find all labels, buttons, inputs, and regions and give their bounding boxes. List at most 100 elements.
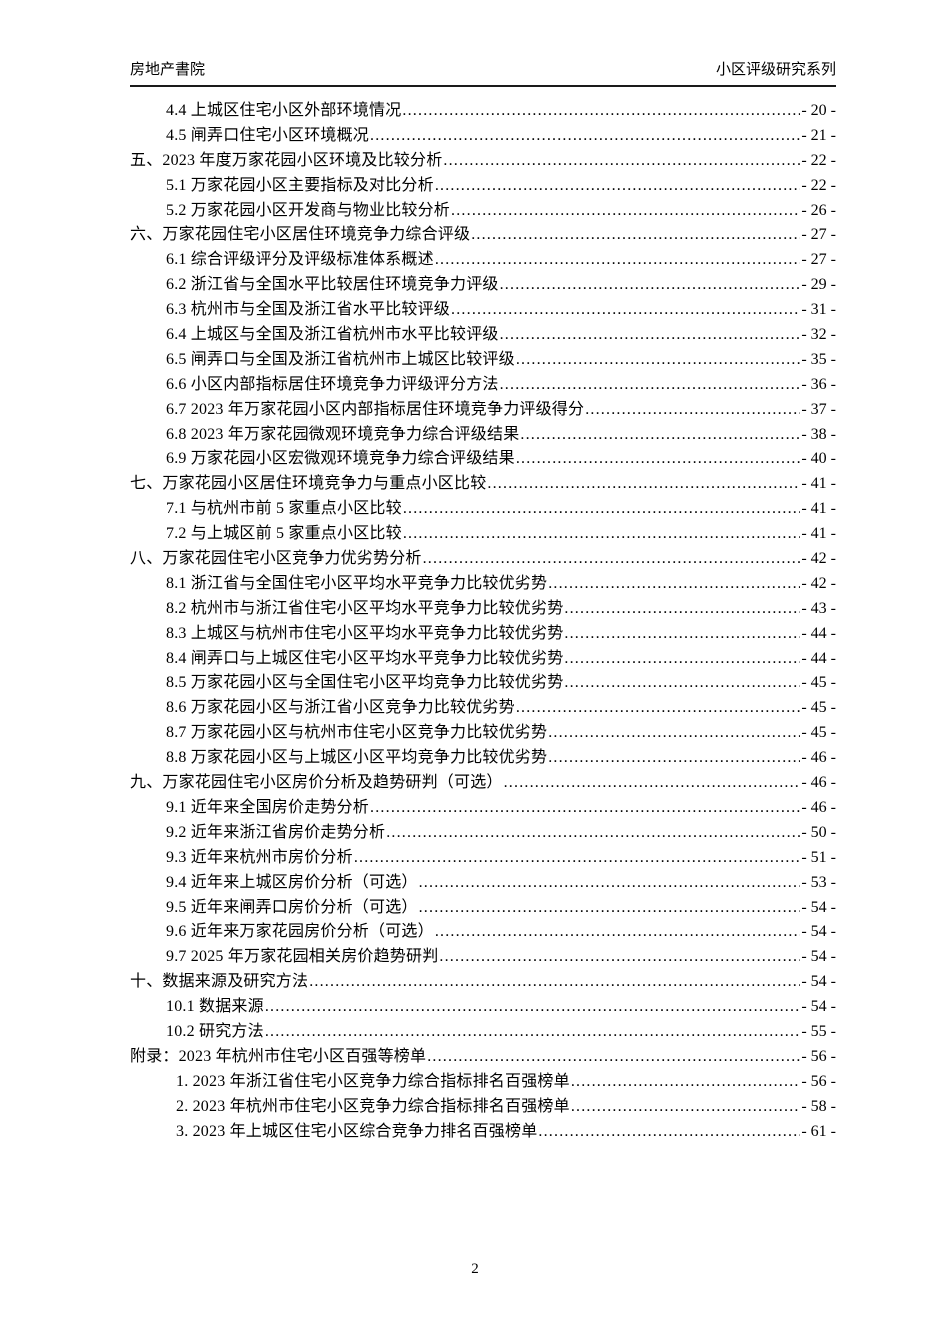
toc-leader-dots [564, 647, 800, 672]
toc-entry: 6.3 杭州市与全国及浙江省水平比较评级 - 31 - [130, 298, 836, 323]
toc-leader-dots [548, 572, 800, 597]
toc-entry-page: - 38 - [801, 425, 836, 443]
toc-entry: 十、数据来源及研究方法 - 54 - [130, 970, 836, 995]
toc-entry: 6.2 浙江省与全国水平比较居住环境竞争力评级 - 29 - [130, 273, 836, 298]
toc-leader-dots [386, 821, 800, 846]
toc-entry-page: - 45 - [801, 674, 836, 692]
toc-leader-dots [354, 846, 801, 871]
toc-leader-dots [516, 447, 801, 472]
toc-entry: 9.1 近年来全国房价走势分析 - 46 - [130, 796, 836, 821]
toc-entry-page: - 45 - [801, 724, 836, 742]
toc-entry-label: 6.4 上城区与全国及浙江省杭州市水平比较评级 [166, 326, 499, 344]
toc-entry: 9.4 近年来上城区房价分析（可选） - 53 - [130, 871, 836, 896]
toc-leader-dots [451, 298, 800, 323]
toc-entry-label: 6.7 2023 年万家花园小区内部指标居住环境竞争力评级得分 [166, 400, 585, 418]
toc-entry-label: 九、万家花园住宅小区房价分析及趋势研判（可选） [130, 774, 503, 792]
toc-entry: 9.2 近年来浙江省房价走势分析 - 50 - [130, 821, 836, 846]
toc-leader-dots [435, 248, 801, 273]
toc-leader-dots [548, 746, 800, 771]
toc-entry: 4.4 上城区住宅小区外部环境情况 - 20 - [130, 99, 836, 124]
toc-entry-label: 十、数据来源及研究方法 [130, 973, 309, 991]
toc-entry-page: - 54 - [801, 898, 836, 916]
toc-leader-dots [500, 273, 801, 298]
toc-entry: 6.6 小区内部指标居住环境竞争力评级评分方法 - 36 - [130, 373, 836, 398]
toc-entry: 5.1 万家花园小区主要指标及对比分析 - 22 - [130, 174, 836, 199]
toc-entry: 8.1 浙江省与全国住宅小区平均水平竞争力比较优劣势 - 42 - [130, 572, 836, 597]
table-of-contents: 4.4 上城区住宅小区外部环境情况 - 20 - 4.5 闸弄口住宅小区环境概况 - … [130, 99, 836, 1144]
toc-entry: 8.4 闸弄口与上城区住宅小区平均水平竞争力比较优劣势 - 44 - [130, 647, 836, 672]
toc-entry-label: 10.1 数据来源 [166, 998, 264, 1016]
toc-entry: 10.1 数据来源 - 54 - [130, 995, 836, 1020]
toc-entry-label: 4.4 上城区住宅小区外部环境情况 [166, 102, 402, 119]
toc-entry-page: - 32 - [801, 326, 836, 344]
toc-leader-dots [504, 771, 801, 796]
toc-entry: 5.2 万家花园小区开发商与物业比较分析 - 26 - [130, 199, 836, 224]
toc-entry-page: - 54 - [801, 948, 836, 966]
toc-entry-page: - 37 - [801, 400, 836, 418]
toc-entry-label: 6.6 小区内部指标居住环境竞争力评级评分方法 [166, 375, 499, 393]
toc-entry-page: - 54 - [801, 923, 836, 941]
toc-leader-dots [419, 871, 801, 896]
toc-entry-page: - 58 - [801, 1097, 836, 1115]
toc-entry: 7.1 与杭州市前 5 家重点小区比较 - 41 - [130, 497, 836, 522]
toc-entry-label: 8.6 万家花园小区与浙江省小区竞争力比较优劣势 [166, 699, 515, 717]
page-content: 房地产書院 小区评级研究系列 4.4 上城区住宅小区外部环境情况- 20 -4.… [0, 0, 950, 1144]
toc-leader-dots [451, 199, 800, 224]
toc-entry-label: 8.1 浙江省与全国住宅小区平均水平竞争力比较优劣势 [166, 574, 548, 592]
toc-entry-page: - 45 - [801, 699, 836, 717]
toc-leader-dots [500, 323, 801, 348]
toc-entry-label: 9.7 2025 年万家花园相关房价趋势研判 [166, 948, 439, 966]
toc-entry-page: - 44 - [801, 649, 836, 667]
toc-entry: 10.2 研究方法 - 55 - [130, 1020, 836, 1045]
toc-entry-page: - 27 - [801, 226, 836, 244]
toc-leader-dots [548, 721, 800, 746]
toc-leader-dots [520, 423, 800, 448]
toc-entry-label: 八、万家花园住宅小区竞争力优劣势分析 [130, 550, 422, 568]
page-footer: 2 [0, 1261, 950, 1278]
toc-entry-page: - 42 - [801, 574, 836, 592]
toc-leader-dots [265, 1020, 801, 1045]
toc-entry-page: - 27 - [801, 251, 836, 269]
toc-entry: 3. 2023 年上城区住宅小区综合竞争力排名百强榜单 - 61 - [130, 1120, 836, 1145]
toc-entry: 六、万家花园住宅小区居住环境竞争力综合评级 - 27 - [130, 223, 836, 248]
toc-entry-label: 六、万家花园住宅小区居住环境竞争力综合评级 [130, 226, 471, 244]
toc-entry-page: - 61 - [801, 1122, 836, 1140]
toc-entry-page: - 54 - [801, 998, 836, 1016]
toc-leader-dots [370, 796, 800, 821]
toc-entry: 6.5 闸弄口与全国及浙江省杭州市上城区比较评级 - 35 - [130, 348, 836, 373]
toc-entry: 8.8 万家花园小区与上城区小区平均竞争力比较优劣势 - 46 - [130, 746, 836, 771]
toc-entry-label: 7.2 与上城区前 5 家重点小区比较 [166, 525, 402, 543]
toc-leader-dots [423, 547, 801, 572]
toc-entry-page: - 51 - [801, 848, 836, 866]
toc-entry-label: 8.5 万家花园小区与全国住宅小区平均竞争力比较优劣势 [166, 674, 564, 692]
toc-entry-label: 9.4 近年来上城区房价分析（可选） [166, 873, 418, 891]
toc-entry-label: 9.1 近年来全国房价走势分析 [166, 798, 370, 816]
toc-leader-dots [516, 348, 801, 373]
toc-entry-page: - 53 - [801, 873, 836, 891]
toc-entry-label: 9.6 近年来万家花园房价分析（可选） [166, 923, 434, 941]
toc-entry-page: - 26 - [801, 201, 836, 219]
toc-entry-page: - 22 - [801, 151, 836, 169]
toc-leader-dots [309, 970, 800, 995]
toc-leader-dots [439, 945, 800, 970]
toc-leader-dots [403, 497, 801, 522]
toc-leader-dots [564, 622, 800, 647]
toc-entry-page: - 50 - [801, 823, 836, 841]
toc-entry: 6.1 综合评级评分及评级标准体系概述 - 27 - [130, 248, 836, 273]
toc-entry: 8.2 杭州市与浙江省住宅小区平均水平竞争力比较优劣势 - 43 - [130, 597, 836, 622]
toc-leader-dots [516, 696, 801, 721]
toc-leader-dots [265, 995, 801, 1020]
toc-entry: 7.2 与上城区前 5 家重点小区比较 - 41 - [130, 522, 836, 547]
toc-entry-page: - 46 - [801, 798, 836, 816]
toc-entry-label: 7.1 与杭州市前 5 家重点小区比较 [166, 500, 402, 518]
toc-leader-dots [571, 1070, 801, 1095]
toc-entry-page: - 42 - [801, 550, 836, 568]
toc-entry-page: - 55 - [801, 1022, 836, 1040]
toc-entry: 4.5 闸弄口住宅小区环境概况 - 21 - [130, 124, 836, 149]
toc-leader-dots [585, 398, 800, 423]
toc-entry-page: - 31 - [801, 301, 836, 319]
toc-entry-label: 七、万家花园小区居住环境竞争力与重点小区比较 [130, 475, 487, 493]
toc-entry: 八、万家花园住宅小区竞争力优劣势分析 - 42 - [130, 547, 836, 572]
toc-entry-page: - 44 - [801, 624, 836, 642]
toc-entry: 9.3 近年来杭州市房价分析 - 51 - [130, 846, 836, 871]
